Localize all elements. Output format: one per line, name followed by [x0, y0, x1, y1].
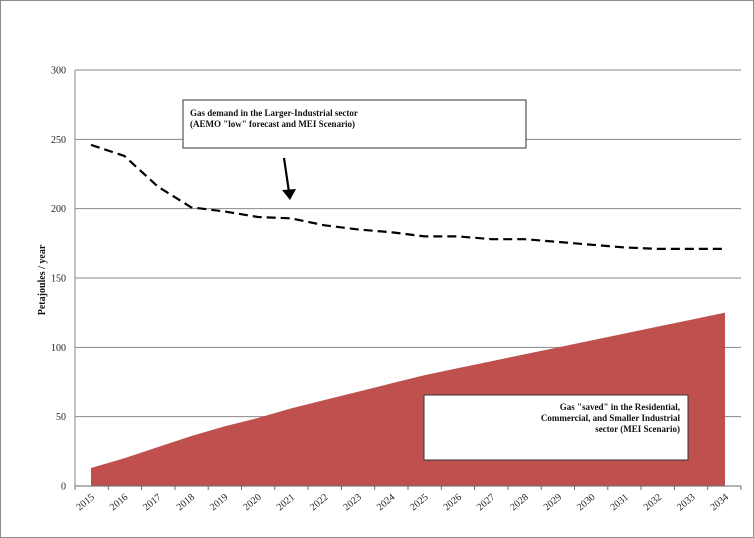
x-tick-2019: 2019 — [208, 492, 230, 513]
annotation-text-2-3: sector (MEI Scenario) — [595, 424, 680, 434]
y-tick-150: 150 — [51, 274, 66, 285]
annotation-text-1-2: (AEMO "low" forecast and MEI Scenario) — [190, 119, 355, 129]
y-tick-250: 250 — [51, 135, 66, 146]
y-tick-0: 0 — [61, 482, 66, 493]
annotation-text-2-2: Commercial, and Smaller Industrial — [541, 413, 681, 423]
x-tick-2022: 2022 — [308, 492, 330, 513]
y-tick-labels: 0 50 100 150 200 250 300 — [51, 66, 66, 493]
annotations: Gas demand in the Larger-Industrial sect… — [182, 99, 689, 461]
annotation-box-2 — [423, 394, 689, 461]
y-tick-200: 200 — [51, 204, 66, 215]
x-tick-labels: 2015 2016 2017 2018 2019 2020 2021 2022 2023 2024… — [75, 492, 731, 513]
line-series-industrial-demand — [90, 143, 725, 250]
x-tick-2017: 2017 — [141, 492, 163, 513]
line-series-layer — [90, 143, 726, 250]
annotation-arrow-head — [282, 189, 296, 200]
x-tick-2028: 2028 — [508, 492, 530, 513]
x-tick-2030: 2030 — [575, 492, 597, 513]
x-tick-2020: 2020 — [241, 492, 263, 513]
x-tick-2033: 2033 — [675, 492, 697, 513]
y-tick-300: 300 — [51, 66, 66, 77]
y-tick-100: 100 — [51, 343, 66, 354]
x-tick-2021: 2021 — [275, 492, 297, 513]
y-axis-label: Petajoules / year — [37, 244, 48, 315]
x-tick-2018: 2018 — [175, 492, 197, 513]
x-tick-2023: 2023 — [341, 492, 363, 513]
x-tick-2031: 2031 — [608, 492, 630, 513]
x-tick-2032: 2032 — [642, 492, 664, 513]
x-tick-2025: 2025 — [408, 492, 430, 513]
annotation-text-2-1: Gas "saved" in the Residential, — [560, 402, 680, 412]
y-tick-50: 50 — [56, 412, 66, 423]
annotation-text-1-1: Gas demand in the Larger-Industrial sect… — [190, 108, 358, 118]
x-tick-2024: 2024 — [375, 492, 397, 513]
x-tick-2016: 2016 — [108, 492, 130, 513]
x-tick-2026: 2026 — [442, 492, 464, 513]
x-tick-2015: 2015 — [75, 492, 97, 513]
annotation-box-1 — [182, 99, 527, 149]
x-tick-2029: 2029 — [542, 492, 564, 513]
annotation-arrow-shaft — [282, 157, 291, 193]
x-tick-2027: 2027 — [475, 492, 497, 513]
axes — [74, 70, 742, 490]
x-tick-2034: 2034 — [709, 492, 731, 513]
